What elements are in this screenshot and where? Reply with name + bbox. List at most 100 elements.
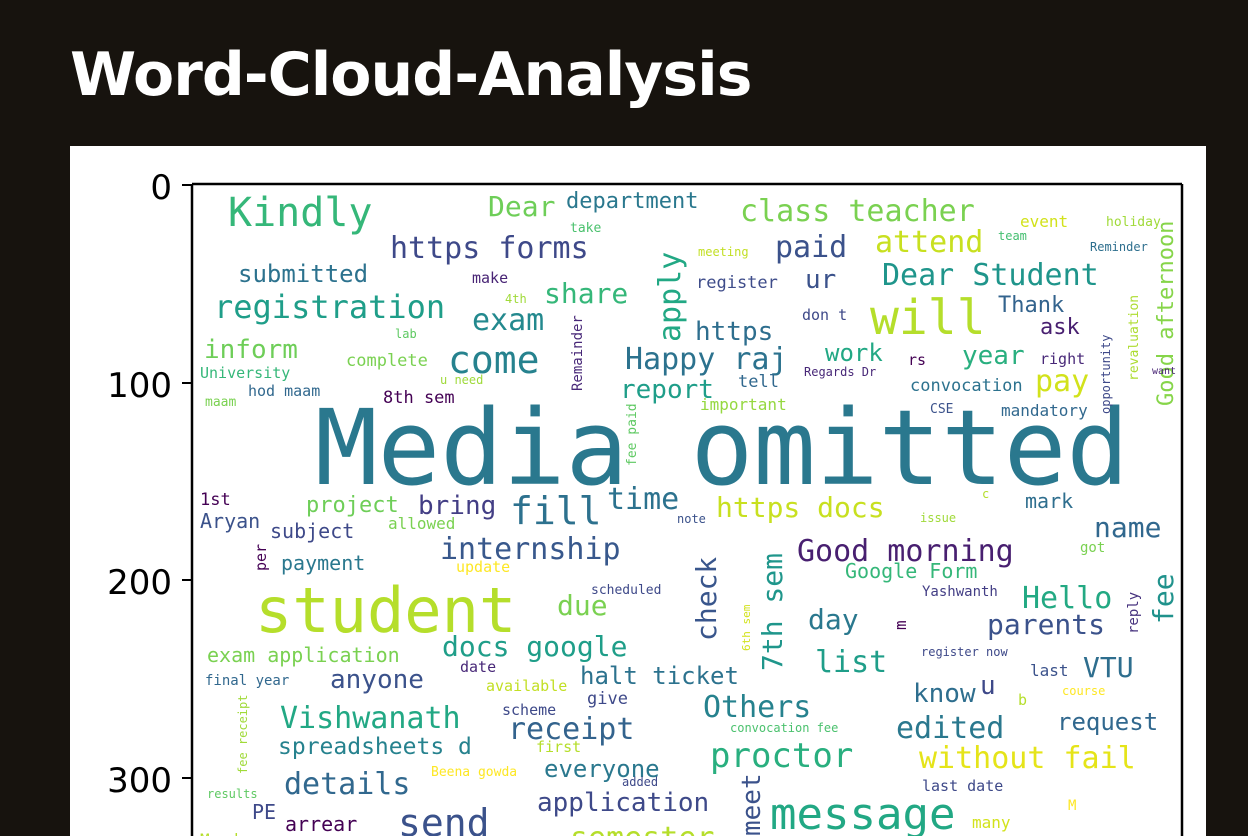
word-cloud-word: exam — [472, 303, 544, 338]
word-cloud-plot: 0 100 200 300 Media omitted student will Ki… — [107, 168, 1184, 836]
word-cloud-word: edited — [896, 711, 1004, 746]
word-cloud-word: Yashwanth — [922, 584, 998, 600]
word-cloud-word: paid — [775, 230, 847, 265]
word-cloud-word: holiday — [1106, 215, 1161, 230]
word-cloud-word: semester — [570, 821, 715, 836]
word-cloud-word: final year — [205, 673, 289, 689]
word-cloud-word: project — [306, 493, 399, 518]
word-cloud-word: scheduled — [591, 583, 661, 598]
word-cloud-word: b — [1018, 691, 1027, 709]
word-cloud-word: fee — [1147, 573, 1180, 624]
word-cloud-word: available — [486, 677, 567, 695]
word-cloud-word: update — [456, 558, 510, 576]
word-cloud-word: scheme — [502, 701, 556, 719]
word-cloud-word: u — [980, 671, 996, 701]
word-cloud-word: application — [537, 788, 709, 818]
word-cloud-word: u need — [440, 373, 483, 387]
word-cloud-word: pay — [1035, 364, 1089, 399]
word-cloud-word: report — [620, 375, 714, 405]
word-cloud-word: mark — [1025, 489, 1073, 513]
word-cloud-word: register — [696, 273, 778, 293]
word-cloud-word: work — [825, 339, 883, 367]
word-cloud-word: list — [815, 645, 887, 680]
word-cloud-word: 8th sem — [383, 388, 455, 408]
word-cloud-word: payment — [281, 551, 365, 575]
word-cloud-word: student — [255, 574, 516, 647]
word-cloud-word: course — [1062, 684, 1105, 698]
word-cloud-word: allowed — [388, 514, 455, 533]
word-cloud-word: request — [1057, 708, 1158, 736]
word-cloud-word: parents — [987, 608, 1105, 641]
word-cloud-word: important — [700, 395, 787, 414]
word-cloud-word: 4th — [505, 292, 527, 306]
word-cloud-word: Hello — [1022, 581, 1112, 616]
word-cloud-word: note — [677, 512, 706, 526]
word-cloud-word: ask — [1040, 315, 1080, 340]
word-cloud-word: bring — [418, 491, 496, 521]
word-cloud-word: event — [1020, 212, 1068, 231]
word-cloud-word: University — [200, 364, 290, 382]
word-cloud-word: CSE — [930, 402, 953, 417]
word-cloud-word: attend — [875, 225, 983, 260]
word-cloud-word: Others — [703, 690, 811, 725]
word-cloud-word: year — [962, 341, 1025, 371]
word-cloud-word: Reminder — [1090, 240, 1148, 254]
word-cloud-word: added — [622, 775, 658, 789]
page-title: Word-Cloud-Analysis — [70, 40, 752, 110]
word-cloud-word: subject — [270, 519, 354, 543]
word-cloud-word: c — [982, 487, 989, 501]
word-cloud-word: Monday — [200, 830, 258, 836]
word-cloud-word: fee receipt — [236, 695, 250, 774]
word-cloud-word: last date — [922, 777, 1003, 795]
word-cloud-word: make — [472, 269, 508, 287]
word-cloud-word: VTU — [1083, 651, 1134, 684]
word-cloud-word: without fail — [919, 741, 1136, 776]
word-cloud-word: Good morning — [797, 534, 1014, 569]
word-cloud-word: details — [284, 767, 410, 802]
word-cloud-word: don t — [802, 306, 847, 324]
word-cloud-word: halt ticket — [580, 662, 739, 690]
word-cloud-word: 6th sem — [740, 604, 753, 651]
word-cloud-word: fill — [510, 489, 602, 533]
y-tick-label: 300 — [107, 761, 172, 801]
word-cloud-word: take — [570, 221, 601, 236]
word-cloud-word: complete — [346, 351, 428, 371]
word-cloud-word: got — [1080, 540, 1105, 556]
word-cloud-word: last — [1030, 661, 1069, 680]
word-cloud-word: https forms — [390, 231, 589, 266]
word-cloud-word: share — [544, 277, 628, 310]
word-cloud-word: mandatory — [1001, 401, 1088, 420]
word-cloud-word: come — [448, 338, 540, 382]
word-cloud-word: Thank — [998, 293, 1064, 318]
word-cloud-word: convocation fee — [730, 721, 838, 735]
word-cloud-word: check — [690, 557, 723, 641]
word-cloud-word: lab — [395, 327, 417, 341]
y-tick-label: 0 — [150, 168, 172, 208]
word-cloud-word: right — [1040, 350, 1085, 368]
word-cloud-word: message — [770, 789, 955, 836]
word-cloud-word: m — [891, 620, 910, 630]
word-cloud-words: Media omitted student will Kindly message com… — [200, 189, 1180, 836]
word-cloud-word: Vishwanath — [280, 701, 461, 736]
word-cloud-word: due — [557, 589, 608, 622]
word-cloud-word: will — [870, 290, 986, 346]
word-cloud-word: inform — [204, 335, 298, 365]
word-cloud-word: docs google — [442, 630, 627, 663]
word-cloud-word: 1st — [200, 490, 231, 510]
word-cloud-word: meet — [737, 773, 767, 836]
word-cloud-word: Good afternoon — [1154, 221, 1179, 406]
word-cloud-word: Happy raj — [625, 342, 788, 377]
word-cloud-word: results — [207, 787, 258, 801]
word-cloud-word: convocation — [910, 376, 1023, 396]
word-cloud-word: name — [1094, 511, 1161, 544]
word-cloud-word: Regards Dr — [804, 365, 876, 379]
word-cloud-word: receipt — [508, 712, 634, 747]
word-cloud-word: send — [398, 801, 490, 836]
word-cloud-word: anyone — [330, 665, 424, 695]
y-tick-label: 200 — [107, 563, 172, 603]
word-cloud-word: revaluation — [1127, 295, 1142, 381]
word-cloud-word: Google Form — [845, 559, 977, 583]
word-cloud-word: Dear — [488, 190, 555, 223]
word-cloud-word: Dear Student — [882, 258, 1099, 293]
word-cloud-word: team — [998, 229, 1027, 243]
